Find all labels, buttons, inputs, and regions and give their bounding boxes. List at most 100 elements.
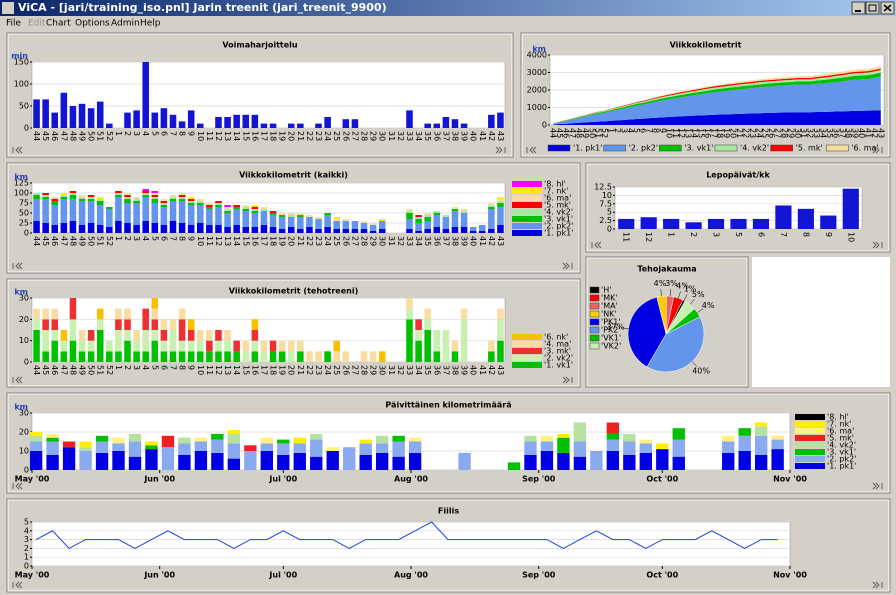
bar [315,219,322,229]
x-tick-label: 46 [562,128,571,138]
bar [233,205,240,207]
scroll-right[interactable] [872,241,883,249]
scroll-right[interactable] [872,482,883,490]
bar [540,435,554,442]
legend-swatch [512,362,542,368]
scroll-left[interactable] [526,146,537,154]
bar [178,193,186,195]
bar [287,340,295,352]
menu-item[interactable]: Edit [28,19,46,29]
minimize-button[interactable] [851,1,866,15]
x-tick-label: 28 [360,236,369,246]
bar [722,452,735,470]
scroll-left[interactable] [12,146,23,154]
bar [87,351,95,362]
legend-label: 'NK' [601,310,617,319]
bar [392,456,405,470]
y-tick-label: 25 [19,219,29,228]
y-tick-label: 1000 [527,103,547,112]
bar [51,112,59,128]
panel-highlight [7,499,890,592]
bar [752,218,770,229]
bar [460,213,468,227]
scroll-right[interactable] [495,146,506,154]
legend-swatch [547,144,571,152]
x-tick-label: Sep '00 [522,571,556,580]
bar [306,215,313,217]
bar [224,340,231,352]
x-tick-label: 38 [450,365,459,375]
bar [42,223,49,233]
scroll-right[interactable] [562,376,573,384]
bar [124,340,131,362]
scroll-left[interactable] [591,241,602,249]
scroll-right[interactable] [872,146,883,154]
x-tick-label: 33 [405,236,414,246]
scroll-left[interactable] [12,581,23,589]
legend-label: '3. vk1' [684,144,713,153]
bar [60,195,68,197]
bar [771,449,784,470]
bar [451,211,459,227]
legend-label: '1. vk1' [544,361,573,370]
bar [46,454,59,470]
legend-label: '1. pk1' [573,144,602,153]
x-tick-label: 52 [105,131,114,141]
bar [359,439,372,444]
bar [60,330,68,341]
bar [233,351,240,362]
bar [96,197,104,199]
bar [278,340,286,352]
scroll-left[interactable] [12,262,23,270]
scroll-right[interactable] [872,581,883,589]
x-tick-label: 47 [59,131,68,141]
x-tick-label: 36 [432,131,441,141]
scroll-right[interactable] [562,262,573,270]
menu-item[interactable]: Admin [111,19,140,29]
x-tick-label: 20 [729,128,738,138]
bar [142,193,149,195]
menu-item[interactable]: Options [75,19,110,29]
bar [260,207,268,209]
legend-swatch [512,348,542,354]
bar [187,197,195,199]
menu-item[interactable]: File [6,19,22,29]
scroll-left[interactable] [12,376,23,384]
legend-swatch [512,188,542,194]
maximize-button[interactable] [865,1,880,15]
bar [251,330,259,341]
bar [69,106,77,128]
data-label: 4% [702,301,715,310]
bar [771,439,784,450]
bar [79,451,92,470]
bar [169,114,177,128]
bar [663,218,680,229]
bar [124,319,131,330]
bar [424,330,431,362]
bar [29,441,43,451]
bar [293,443,306,453]
x-tick-label: 46 [50,365,59,375]
bar [187,340,195,352]
bar [145,445,158,450]
bar [197,330,204,341]
bar [69,298,77,320]
y-tick-label: 50 [19,209,29,218]
legend-label: '4. vk2' [544,208,573,217]
x-tick-label: Oct '00 [646,571,678,580]
x-tick-label: 1 [114,131,123,136]
menu-item[interactable]: Help [140,19,161,29]
bar [488,207,495,209]
legend-label: '6. ma' [851,144,878,153]
y-axis-label: km [14,288,28,297]
bar [51,225,59,233]
menu-item[interactable]: Chart [46,19,71,29]
scroll-left[interactable] [12,482,23,490]
bar [178,340,186,352]
bar [227,458,241,470]
x-tick-label: 21 [296,365,305,375]
bar [151,203,159,223]
x-tick-label: 22 [741,128,750,138]
x-tick-label: 19 [278,131,287,141]
area [553,66,881,124]
